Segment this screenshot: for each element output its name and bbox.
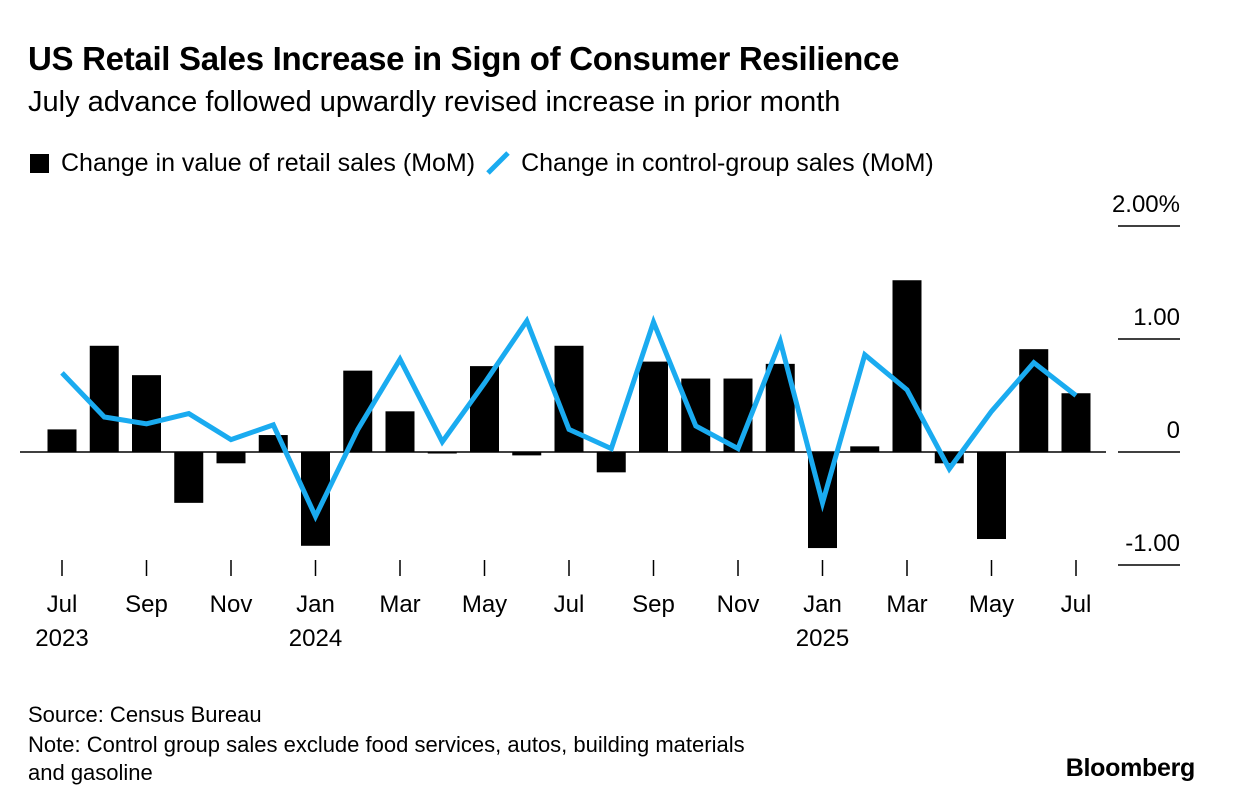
bar-retail-sales — [512, 452, 542, 456]
y-tick-label: -1.00 — [1125, 530, 1180, 557]
bloomberg-logo: Bloomberg — [1065, 754, 1196, 782]
x-tick-label-month: Jan — [803, 591, 842, 618]
x-tick-label-month: Mar — [379, 591, 420, 618]
bar-retail-sales — [850, 446, 880, 452]
x-tick-label-month: Nov — [717, 591, 760, 618]
bar-retail-sales — [596, 452, 626, 473]
chart-plot: 2.00% 1.00 0 -1.00 Jul 2023 Sep Nov Jan 2024 Mar Ma… — [20, 191, 1180, 652]
bar-retail-sales — [216, 452, 246, 464]
bar-retail-sales — [892, 280, 922, 452]
x-tick-label-month: Jul — [47, 591, 78, 618]
x-tick-label-month: Nov — [210, 591, 253, 618]
legend: Change in value of retail sales (MoM) Ch… — [30, 146, 934, 180]
x-tick-label-month: Jul — [1061, 591, 1092, 618]
x-tick-label-month: Sep — [125, 591, 168, 618]
bar-retail-sales — [977, 452, 1006, 540]
footnote-line-2: and gasoline — [28, 760, 153, 785]
bar-retail-sales — [723, 378, 753, 452]
bar-retail-sales — [681, 378, 711, 452]
y-tick-label: 2.00% — [1112, 191, 1180, 218]
legend-item-retail-sales: Change in value of retail sales (MoM) — [30, 149, 475, 178]
chart-subtitle: July advance followed upwardly revised i… — [28, 86, 841, 118]
bar-retail-sales — [174, 452, 204, 503]
x-tick-label-month: May — [969, 591, 1014, 618]
bar-retail-sales — [89, 345, 119, 452]
x-tick-label-month: Sep — [632, 591, 675, 618]
bar-retail-sales — [385, 411, 415, 452]
x-tick-label-month: May — [462, 591, 507, 618]
legend-item-control-group: Change in control-group sales (MoM) — [475, 149, 934, 178]
source-note: Source: Census Bureau — [28, 702, 262, 727]
legend-label-retail-sales: Change in value of retail sales (MoM) — [61, 148, 476, 177]
legend-line-swatch-icon — [486, 151, 510, 175]
chart-title: US Retail Sales Increase in Sign of Cons… — [28, 40, 900, 77]
bar-retail-sales — [639, 361, 668, 452]
bar-retail-sales — [47, 429, 77, 452]
x-tick-label-month: Jul — [554, 591, 585, 618]
x-tick-label-year: 2025 — [796, 625, 849, 652]
x-tick-label-month: Mar — [886, 591, 927, 618]
y-tick-label: 1.00 — [1133, 304, 1180, 331]
y-tick-label: 0 — [1167, 417, 1180, 444]
x-tick-label-year: 2023 — [35, 625, 88, 652]
legend-bar-swatch-icon — [30, 153, 49, 173]
bar-retail-sales — [1061, 393, 1091, 452]
line-control-group-sales — [60, 314, 1078, 523]
bar-retail-sales — [132, 375, 161, 452]
bar-retail-sales — [934, 452, 964, 464]
footnote-line-1: Note: Control group sales exclude food s… — [28, 732, 745, 757]
legend-label-control-group: Change in control-group sales (MoM) — [521, 148, 934, 177]
x-tick-label-month: Jan — [296, 591, 335, 618]
x-tick-label-year: 2024 — [289, 625, 342, 652]
